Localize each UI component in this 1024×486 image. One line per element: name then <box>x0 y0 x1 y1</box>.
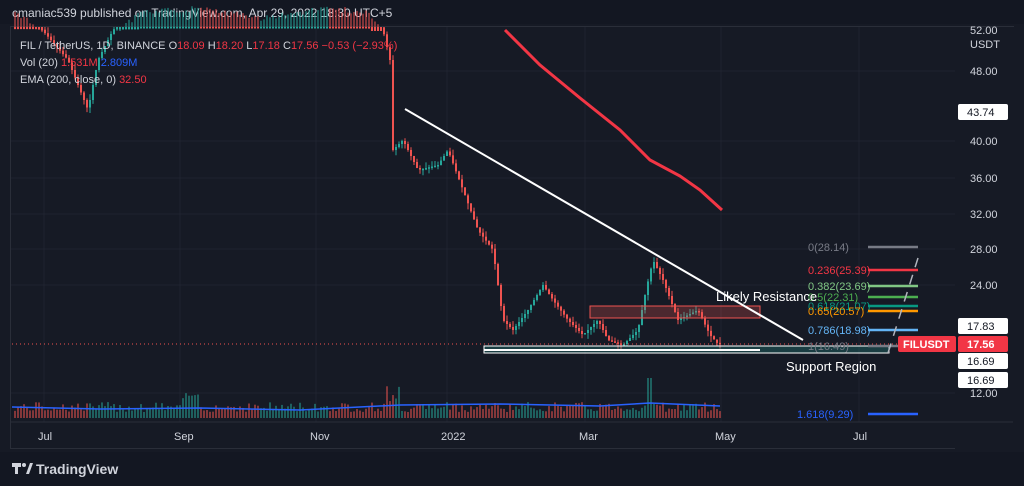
brand-name[interactable]: TradingView <box>36 461 119 477</box>
price-axis-top: 52.00 <box>970 25 998 37</box>
price-tick: 48.00 <box>970 66 998 78</box>
badge-price-text: 17.56 <box>967 339 995 351</box>
descending-trendline[interactable] <box>404 108 804 341</box>
fib-level-label: 0.382(23.69) <box>808 281 870 293</box>
high-value: 18.20 <box>215 40 244 52</box>
price-tick: 28.00 <box>970 244 998 256</box>
time-tick: Jul <box>38 431 52 443</box>
volume-label[interactable]: Vol (20) <box>20 57 58 69</box>
volume-value: 1.531M <box>60 57 98 69</box>
badge-high <box>958 104 1008 120</box>
badge-mid <box>958 318 1008 334</box>
resistance-annotation: Likely Resistance <box>716 289 817 304</box>
high-label: H <box>207 40 216 52</box>
badge-mid-text: 17.83 <box>967 321 995 333</box>
time-axis[interactable]: Jul Sep Nov 2022 Mar May Jul <box>11 421 1013 443</box>
fib-level-label: 1.618(9.29) <box>797 409 853 421</box>
badge-low-2 <box>958 372 1008 388</box>
fib-level-label: 1(16.49) <box>808 341 849 353</box>
low-label: L <box>246 40 253 52</box>
badge-low-1 <box>958 353 1008 369</box>
change-value: −0.53 (−2.93%) <box>321 40 398 52</box>
ema-value: 32.50 <box>119 74 147 86</box>
volume-bars <box>11 378 721 418</box>
chart-pane[interactable] <box>10 26 1014 449</box>
fib-level-label: 0(28.14) <box>808 242 849 254</box>
price-tick: 24.00 <box>970 280 998 292</box>
time-tick: 2022 <box>441 431 465 443</box>
ema-label[interactable]: EMA (200, close, 0) <box>20 74 116 86</box>
resistance-zone <box>589 305 761 319</box>
open-value: 18.09 <box>177 40 205 52</box>
fib-level-label: 0.65(20.57) <box>808 306 864 318</box>
grid-lines <box>11 27 955 422</box>
time-tick: Nov <box>310 431 330 443</box>
close-value: 17.56 <box>290 40 319 52</box>
price-tick: 12.00 <box>970 388 998 400</box>
time-tick: May <box>715 431 736 443</box>
fib-level-label: 0.618(21.07) <box>808 301 870 313</box>
fib-level-label: 0.786(18.98) <box>808 325 870 337</box>
close-label: C <box>282 40 291 52</box>
price-axis[interactable]: 52.00 USDT 48.00 40.00 36.00 32.00 28.00… <box>898 25 1014 449</box>
volume-ma-value: 2.809M <box>100 57 138 69</box>
price-tick: 36.00 <box>970 173 998 185</box>
time-tick: Mar <box>579 431 598 443</box>
time-tick: Sep <box>174 431 194 443</box>
open-label: O <box>168 40 178 52</box>
badge-symbol <box>898 336 956 352</box>
fib-level-label: 0.5(22.31) <box>808 292 858 304</box>
price-axis-currency: USDT <box>970 39 1000 51</box>
badge-price <box>958 336 1008 352</box>
tradingview-logo-icon <box>12 463 33 474</box>
symbol-label[interactable]: FIL / TetherUS, 1D, BINANCE <box>20 40 166 52</box>
badge-low-1-text: 16.69 <box>967 356 995 368</box>
price-tick: 40.00 <box>970 136 998 148</box>
candlesticks <box>14 6 721 349</box>
price-tick: 32.00 <box>970 209 998 221</box>
footer-bar: TradingView <box>0 452 1024 486</box>
fib-retracement[interactable]: 0(28.14) 0.236(25.39) 0.382(23.69)0.5(22.3… <box>797 242 918 421</box>
chart-legend: FIL / TetherUS, 1D, BINANCE O18.09 H18.2… <box>20 38 397 89</box>
support-annotation: Support Region <box>786 359 876 374</box>
fib-level-label: 0.236(25.39) <box>808 265 870 277</box>
badge-low-2-text: 16.69 <box>967 375 995 387</box>
time-tick: Jul <box>853 431 867 443</box>
badge-symbol-text: FILUSDT <box>903 339 950 351</box>
ema-line <box>503 28 724 212</box>
badge-high-text: 43.74 <box>967 107 995 119</box>
low-value: 17.18 <box>252 40 280 52</box>
